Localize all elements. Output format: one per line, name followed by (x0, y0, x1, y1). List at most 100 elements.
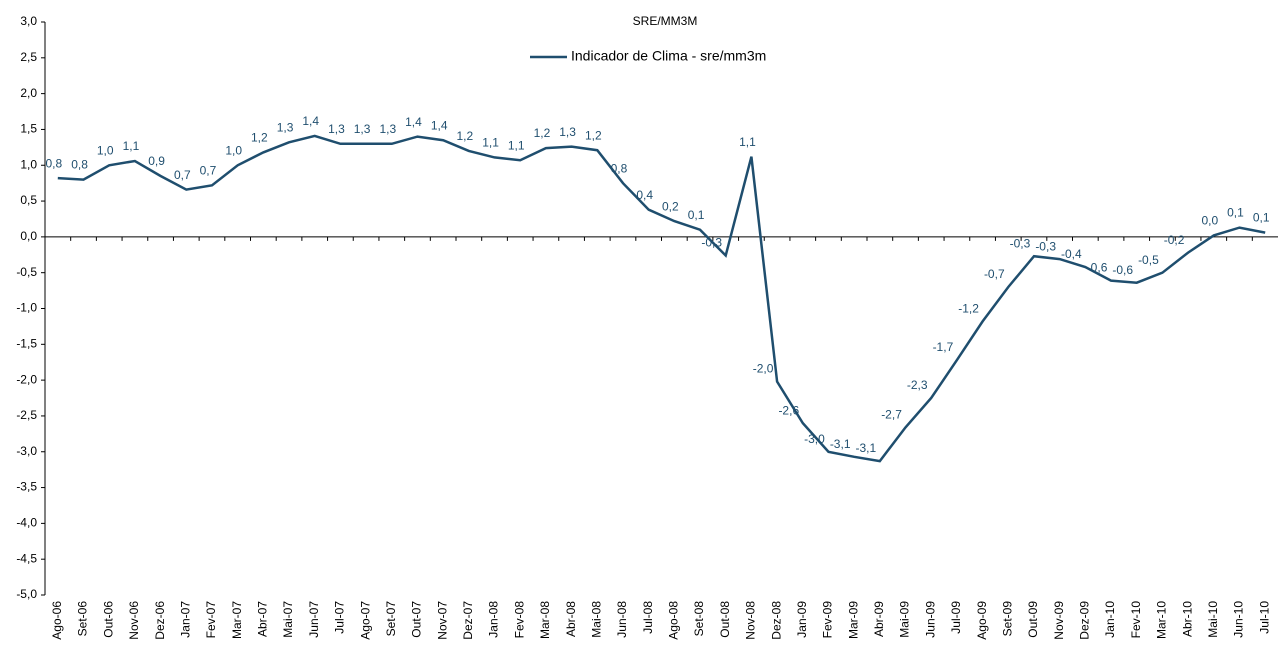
x-tick-label: Jul-10 (1257, 601, 1271, 634)
y-tick-label: -4,0 (16, 516, 37, 530)
data-label: 1,4 (431, 118, 448, 132)
x-tick-label: Dez-06 (153, 601, 167, 640)
data-label: 1,1 (482, 136, 499, 150)
data-label: 0,9 (148, 154, 165, 168)
y-tick-label: 1,0 (20, 157, 37, 171)
data-label: -0,4 (1061, 247, 1082, 261)
data-label: -2,7 (881, 408, 902, 422)
data-label: 1,2 (251, 131, 268, 145)
x-tick-label: Jun-08 (615, 601, 629, 638)
data-label: 1,3 (277, 121, 294, 135)
data-label: 0,8 (611, 161, 628, 175)
x-tick-label: Abr-07 (256, 601, 270, 637)
data-label: 0,8 (46, 156, 63, 170)
x-tick-label: Jan-08 (487, 601, 501, 638)
data-label: 0,2 (662, 199, 679, 213)
data-label: -1,7 (933, 340, 954, 354)
x-tick-label: Nov-09 (1052, 601, 1066, 640)
y-tick-label: -0,5 (16, 265, 37, 279)
y-tick-label: 2,0 (20, 86, 37, 100)
x-tick-label: Mar-08 (538, 601, 552, 639)
y-tick-label: -3,5 (16, 480, 37, 494)
x-tick-label: Jun-07 (307, 601, 321, 638)
x-tick-label: Nov-06 (127, 601, 141, 640)
y-tick-label: 0,5 (20, 193, 37, 207)
data-label: 0,1 (1253, 211, 1270, 225)
series-line (57, 134, 1266, 463)
data-label: 0,7 (200, 163, 217, 177)
x-tick-label: Jun-09 (923, 601, 937, 638)
x-tick-label: Ago-08 (667, 601, 681, 640)
data-label: -0,5 (1138, 253, 1159, 267)
x-tick-label: Set-08 (692, 601, 706, 637)
x-tick-label: Jan-09 (795, 601, 809, 638)
data-label: -3,0 (804, 432, 825, 446)
y-tick-label: -2,0 (16, 372, 37, 386)
x-tick-label: Fev-09 (821, 601, 835, 639)
x-tick-label: Mar-07 (230, 601, 244, 639)
x-tick-label: Jun-10 (1232, 601, 1246, 638)
y-tick-label: -1,0 (16, 301, 37, 315)
x-tick-label: Out-08 (718, 601, 732, 638)
x-tick-label: Dez-09 (1078, 601, 1092, 640)
x-tick-label: Nov-08 (744, 601, 758, 640)
data-label: -0,2 (1164, 233, 1185, 247)
x-tick-label: Jul-07 (333, 601, 347, 634)
y-tick-label: -3,0 (16, 444, 37, 458)
x-tick-label: Abr-08 (564, 601, 578, 637)
data-label: -0,6 (1112, 263, 1133, 277)
x-tick-label: Dez-08 (769, 601, 783, 640)
x-tick-label: Mai-10 (1206, 601, 1220, 638)
y-tick-label: -1,5 (16, 336, 37, 350)
y-tick-label: -5,0 (16, 587, 37, 601)
data-label: 0,4 (636, 188, 653, 202)
data-label: 1,2 (457, 129, 474, 143)
data-label: -0,6 (1087, 261, 1108, 275)
x-tick-label: Jul-08 (641, 601, 655, 634)
x-tick-label: Set-06 (76, 601, 90, 637)
y-tick-label: 2,5 (20, 50, 37, 64)
chart-title: SRE/MM3M (633, 14, 698, 28)
data-label: 1,3 (354, 122, 371, 136)
data-label: 0,7 (174, 168, 191, 182)
data-label: 1,4 (405, 115, 422, 129)
x-tick-label: Jul-09 (949, 601, 963, 634)
data-label: 1,1 (739, 135, 756, 149)
data-label: 1,2 (534, 126, 551, 140)
data-label: 0,8 (71, 158, 88, 172)
x-tick-label: Ago-07 (358, 601, 372, 640)
data-label: 1,3 (379, 122, 396, 136)
x-tick-label: Mai-08 (589, 601, 603, 638)
x-tick-label: Mai-09 (898, 601, 912, 638)
data-label: 0,0 (1201, 214, 1218, 228)
x-tick-label: Fev-10 (1129, 601, 1143, 639)
x-tick-label: Ago-09 (975, 601, 989, 640)
data-label: 1,0 (97, 143, 114, 157)
x-tick-label: Abr-09 (872, 601, 886, 637)
x-tick-label: Set-07 (384, 601, 398, 637)
x-tick-label: Out-07 (410, 601, 424, 638)
y-tick-label: 3,0 (20, 14, 37, 28)
x-tick-label: Set-09 (1000, 601, 1014, 637)
data-label: 0,1 (1227, 206, 1244, 220)
data-label: -1,2 (958, 302, 979, 316)
x-tick-label: Abr-10 (1180, 601, 1194, 637)
x-tick-label: Fev-08 (512, 601, 526, 639)
x-tick-label: Jan-10 (1103, 601, 1117, 638)
x-tick-label: Nov-07 (435, 601, 449, 640)
data-label: 1,0 (225, 143, 242, 157)
x-tick-label: Fev-07 (204, 601, 218, 639)
x-tick-label: Dez-07 (461, 601, 475, 640)
y-tick-label: -4,5 (16, 551, 37, 565)
y-tick-label: 0,0 (20, 229, 37, 243)
data-label: 1,1 (123, 139, 140, 153)
x-tick-label: Mar-10 (1155, 601, 1169, 639)
y-tick-label: 1,5 (20, 122, 37, 136)
data-label: 1,1 (508, 138, 525, 152)
data-label: -2,3 (907, 378, 928, 392)
y-tick-label: -2,5 (16, 408, 37, 422)
data-label: -0,3 (701, 236, 722, 250)
data-label: -0,3 (1010, 236, 1031, 250)
x-tick-label: Jan-07 (178, 601, 192, 638)
